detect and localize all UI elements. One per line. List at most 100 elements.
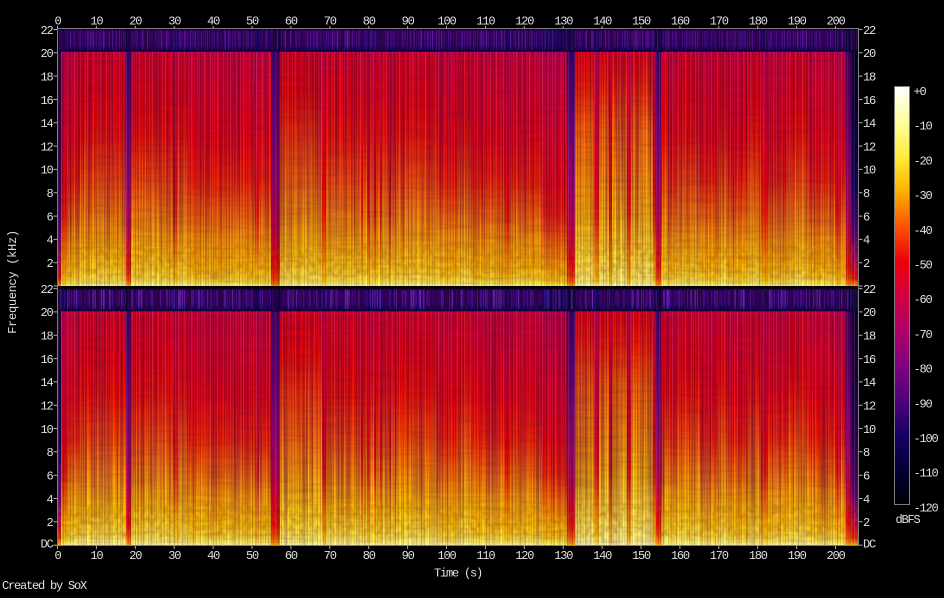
svg-text:6: 6 bbox=[46, 469, 53, 483]
svg-text:170: 170 bbox=[710, 549, 729, 563]
svg-text:20: 20 bbox=[129, 14, 142, 28]
svg-text:4: 4 bbox=[46, 234, 53, 248]
svg-text:DC: DC bbox=[40, 538, 53, 552]
svg-text:+0: +0 bbox=[914, 85, 927, 99]
svg-text:20: 20 bbox=[129, 549, 142, 563]
svg-text:Created by SoX: Created by SoX bbox=[2, 579, 87, 593]
svg-text:10: 10 bbox=[40, 164, 53, 178]
svg-text:40: 40 bbox=[207, 549, 220, 563]
svg-text:6: 6 bbox=[863, 210, 870, 224]
svg-text:160: 160 bbox=[671, 14, 690, 28]
svg-text:90: 90 bbox=[402, 549, 415, 563]
svg-text:2: 2 bbox=[46, 257, 53, 271]
svg-text:0: 0 bbox=[54, 549, 61, 563]
svg-text:18: 18 bbox=[40, 330, 53, 344]
svg-text:14: 14 bbox=[40, 117, 53, 131]
svg-text:12: 12 bbox=[863, 400, 876, 414]
svg-text:120: 120 bbox=[515, 549, 534, 563]
svg-text:12: 12 bbox=[40, 140, 53, 154]
svg-text:10: 10 bbox=[40, 423, 53, 437]
svg-text:8: 8 bbox=[46, 446, 53, 460]
svg-text:-10: -10 bbox=[914, 120, 933, 134]
svg-text:140: 140 bbox=[593, 14, 612, 28]
svg-text:16: 16 bbox=[863, 353, 876, 367]
svg-text:10: 10 bbox=[863, 164, 876, 178]
svg-text:-90: -90 bbox=[914, 397, 933, 411]
svg-text:50: 50 bbox=[246, 14, 259, 28]
svg-text:180: 180 bbox=[749, 14, 768, 28]
svg-text:4: 4 bbox=[46, 493, 53, 507]
svg-text:170: 170 bbox=[710, 14, 729, 28]
svg-text:80: 80 bbox=[363, 14, 376, 28]
svg-text:70: 70 bbox=[324, 14, 337, 28]
svg-text:16: 16 bbox=[863, 94, 876, 108]
svg-text:70: 70 bbox=[324, 549, 337, 563]
svg-text:0: 0 bbox=[54, 14, 61, 28]
svg-text:100: 100 bbox=[437, 549, 456, 563]
svg-text:50: 50 bbox=[246, 549, 259, 563]
svg-text:-80: -80 bbox=[914, 363, 933, 377]
svg-text:190: 190 bbox=[788, 549, 807, 563]
svg-text:4: 4 bbox=[863, 234, 870, 248]
svg-text:100: 100 bbox=[437, 14, 456, 28]
svg-text:8: 8 bbox=[863, 446, 870, 460]
svg-text:6: 6 bbox=[863, 469, 870, 483]
svg-text:200: 200 bbox=[826, 549, 845, 563]
svg-text:110: 110 bbox=[476, 14, 495, 28]
svg-text:200: 200 bbox=[826, 14, 845, 28]
svg-text:dBFS: dBFS bbox=[896, 513, 921, 527]
svg-text:18: 18 bbox=[863, 330, 876, 344]
svg-text:DC: DC bbox=[863, 538, 876, 552]
svg-text:150: 150 bbox=[632, 14, 651, 28]
svg-text:20: 20 bbox=[40, 306, 53, 320]
svg-text:130: 130 bbox=[554, 14, 573, 28]
svg-text:60: 60 bbox=[285, 549, 298, 563]
svg-text:-120: -120 bbox=[914, 501, 939, 515]
svg-text:22: 22 bbox=[40, 283, 53, 297]
svg-text:90: 90 bbox=[402, 14, 415, 28]
svg-text:160: 160 bbox=[671, 549, 690, 563]
svg-text:16: 16 bbox=[40, 353, 53, 367]
svg-text:10: 10 bbox=[90, 549, 103, 563]
svg-text:12: 12 bbox=[40, 400, 53, 414]
svg-text:14: 14 bbox=[863, 376, 876, 390]
svg-text:20: 20 bbox=[863, 47, 876, 61]
svg-text:30: 30 bbox=[168, 14, 181, 28]
svg-text:22: 22 bbox=[863, 24, 876, 38]
svg-text:-110: -110 bbox=[914, 467, 939, 481]
svg-text:180: 180 bbox=[749, 549, 768, 563]
svg-text:120: 120 bbox=[515, 14, 534, 28]
svg-text:2: 2 bbox=[863, 516, 870, 530]
svg-text:-100: -100 bbox=[914, 432, 939, 446]
svg-text:14: 14 bbox=[40, 376, 53, 390]
svg-text:Time (s): Time (s) bbox=[434, 567, 482, 581]
svg-text:8: 8 bbox=[46, 187, 53, 201]
svg-text:20: 20 bbox=[40, 47, 53, 61]
svg-text:2: 2 bbox=[863, 257, 870, 271]
svg-text:18: 18 bbox=[863, 70, 876, 84]
svg-text:10: 10 bbox=[863, 423, 876, 437]
svg-text:4: 4 bbox=[863, 493, 870, 507]
svg-text:80: 80 bbox=[363, 549, 376, 563]
svg-text:40: 40 bbox=[207, 14, 220, 28]
svg-text:150: 150 bbox=[632, 549, 651, 563]
svg-text:2: 2 bbox=[46, 516, 53, 530]
svg-text:140: 140 bbox=[593, 549, 612, 563]
svg-text:12: 12 bbox=[863, 140, 876, 154]
svg-text:Frequency (kHz): Frequency (kHz) bbox=[6, 230, 20, 334]
svg-text:-40: -40 bbox=[914, 224, 933, 238]
svg-text:-50: -50 bbox=[914, 259, 933, 273]
svg-text:10: 10 bbox=[90, 14, 103, 28]
svg-text:-70: -70 bbox=[914, 328, 933, 342]
svg-text:20: 20 bbox=[863, 306, 876, 320]
svg-text:-30: -30 bbox=[914, 189, 933, 203]
svg-text:110: 110 bbox=[476, 549, 495, 563]
svg-text:22: 22 bbox=[863, 283, 876, 297]
svg-text:22: 22 bbox=[40, 24, 53, 38]
svg-text:60: 60 bbox=[285, 14, 298, 28]
svg-text:30: 30 bbox=[168, 549, 181, 563]
svg-text:190: 190 bbox=[788, 14, 807, 28]
svg-text:6: 6 bbox=[46, 210, 53, 224]
svg-text:16: 16 bbox=[40, 94, 53, 108]
svg-text:18: 18 bbox=[40, 70, 53, 84]
